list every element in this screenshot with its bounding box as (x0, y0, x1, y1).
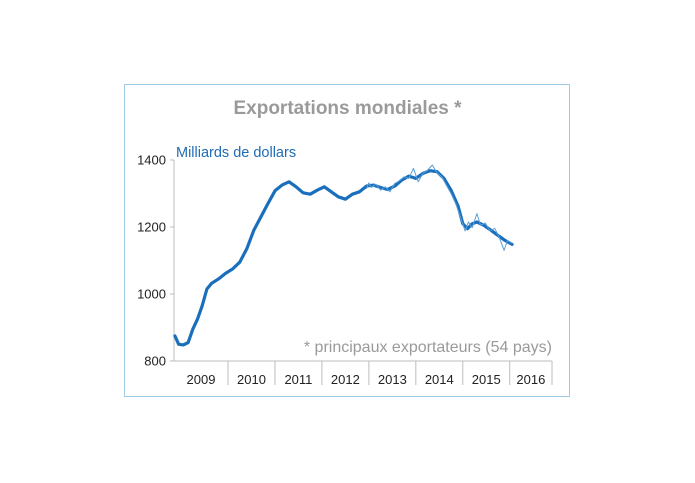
series-layer (173, 164, 514, 347)
y-tick-label-800: 800 (144, 354, 166, 369)
y-tick-label-1000: 1000 (137, 287, 166, 302)
y-axis-title: Milliards de dollars (176, 145, 296, 161)
x-tick-label-2015: 2015 (472, 372, 501, 387)
x-tick-label-2009: 2009 (187, 372, 216, 387)
x-tick-label-2014: 2014 (425, 372, 454, 387)
series-line-raw (366, 164, 513, 251)
x-tick-label-2016: 2016 (516, 372, 545, 387)
series-line-smoothed (173, 169, 514, 347)
x-tick-label-2011: 2011 (284, 372, 312, 387)
footnote: * principaux exportateurs (54 pays) (304, 339, 552, 356)
y-tick-label-1400: 1400 (137, 153, 166, 168)
axes: 800 1000 1200 1400 2009 2010 2011 2012 2013 2014 2… (137, 153, 553, 387)
x-tick-label-2010: 2010 (237, 372, 266, 387)
chart-title: Exportations mondiales * (233, 98, 462, 119)
chart-frame (124, 84, 570, 397)
x-tick-label-2013: 2013 (378, 372, 407, 387)
y-tick-label-1200: 1200 (137, 220, 166, 235)
x-tick-label-2012: 2012 (331, 372, 360, 387)
